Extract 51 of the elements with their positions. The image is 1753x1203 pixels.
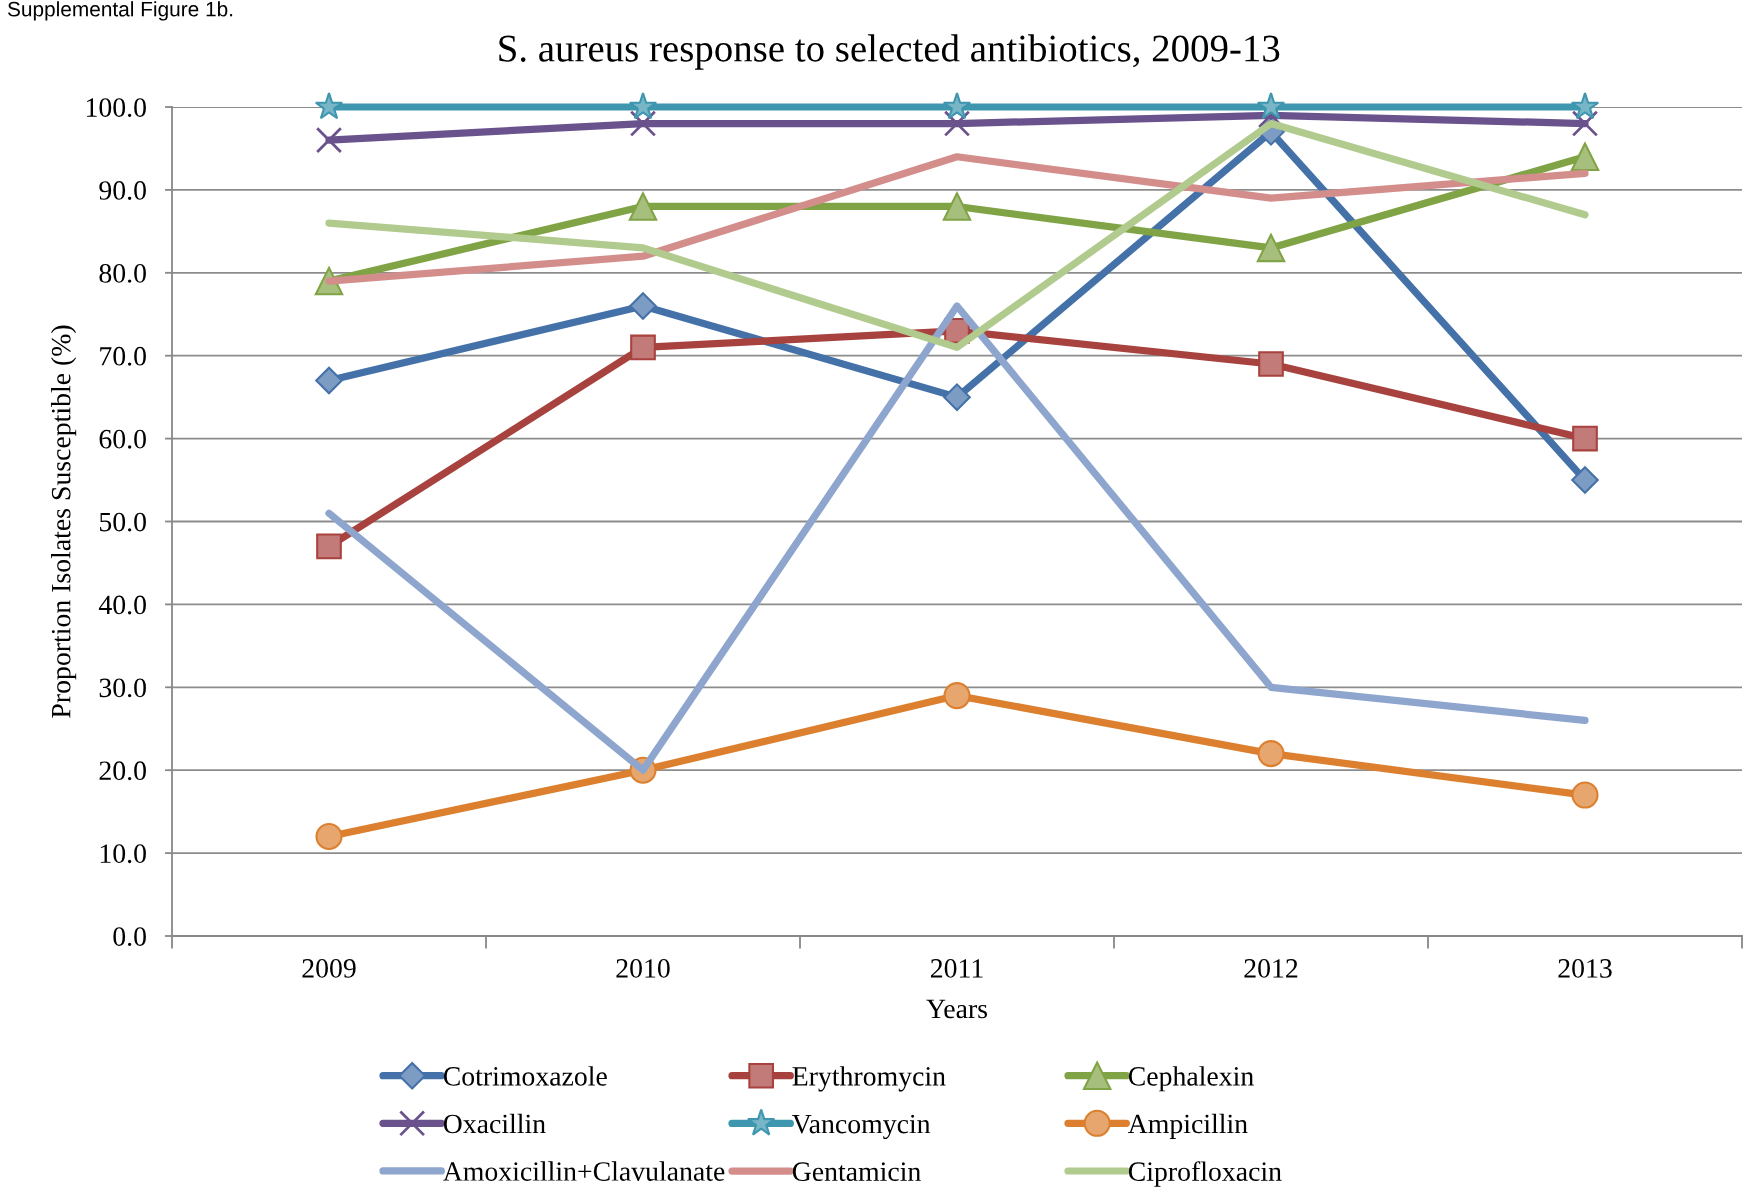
point — [942, 92, 972, 120]
y-tick-label: 40.0 — [98, 595, 146, 615]
legend-label: Ciprofloxacin — [1128, 1161, 1282, 1187]
legend-label: Vancomycin — [792, 1114, 931, 1140]
point — [1256, 92, 1286, 120]
point — [1572, 425, 1598, 452]
point — [316, 533, 342, 560]
legend-label: Ampicillin — [1128, 1113, 1248, 1139]
point — [1258, 351, 1284, 377]
legend-label: Gentamicin — [792, 1162, 921, 1182]
text: Supplemental Figure 1b. — [7, 1, 233, 21]
point — [1570, 142, 1600, 171]
point — [1256, 233, 1286, 263]
point — [943, 383, 971, 411]
x-tick-label: 2013 — [1558, 959, 1612, 978]
x-tick-label: 2010 — [616, 959, 670, 978]
point — [630, 334, 656, 361]
y-tick-label: 20.0 — [99, 761, 146, 781]
legend-label: Amoxicillin+Clavulanate — [443, 1161, 725, 1181]
point — [628, 92, 658, 120]
legend-label: Cephalexin — [1128, 1066, 1254, 1092]
y-tick-label: 60.0 — [99, 429, 146, 449]
y-tick-label: 80.0 — [99, 263, 146, 283]
point — [629, 292, 657, 320]
y-tick-label: 10.0 — [100, 844, 146, 864]
point — [943, 682, 971, 710]
point — [1571, 466, 1599, 494]
y-tick-label: 70.0 — [100, 346, 146, 366]
y-tick-label: 50.0 — [100, 512, 146, 532]
point — [628, 192, 658, 221]
x-tick-label: 2011 — [930, 959, 983, 978]
point — [1571, 781, 1599, 809]
point — [314, 92, 344, 120]
y-tick-label: 30.0 — [99, 678, 146, 698]
y-tick-label: 100.0 — [86, 98, 146, 118]
point — [315, 366, 343, 395]
y-tick-label: 0.0 — [113, 927, 146, 947]
legend-label: Erythromycin — [792, 1066, 946, 1092]
point — [1257, 740, 1285, 768]
y-tick-label: 90.0 — [99, 181, 146, 200]
legend-label: Cotrimoxazole — [443, 1066, 607, 1086]
point — [1570, 92, 1600, 120]
x-tick-label: 2009 — [302, 959, 356, 978]
y-axis-title: Proportion Isolates Susceptible (%) — [50, 325, 77, 718]
chart-title: S. aureus response to selected antibiotics, 2009-13 — [499, 34, 1280, 70]
x-axis-title: Years — [926, 999, 987, 1019]
point — [315, 822, 343, 851]
point — [315, 126, 343, 154]
point — [942, 192, 972, 221]
x-tick-label: 2012 — [1244, 959, 1298, 978]
legend-label: Oxacillin — [443, 1113, 546, 1134]
